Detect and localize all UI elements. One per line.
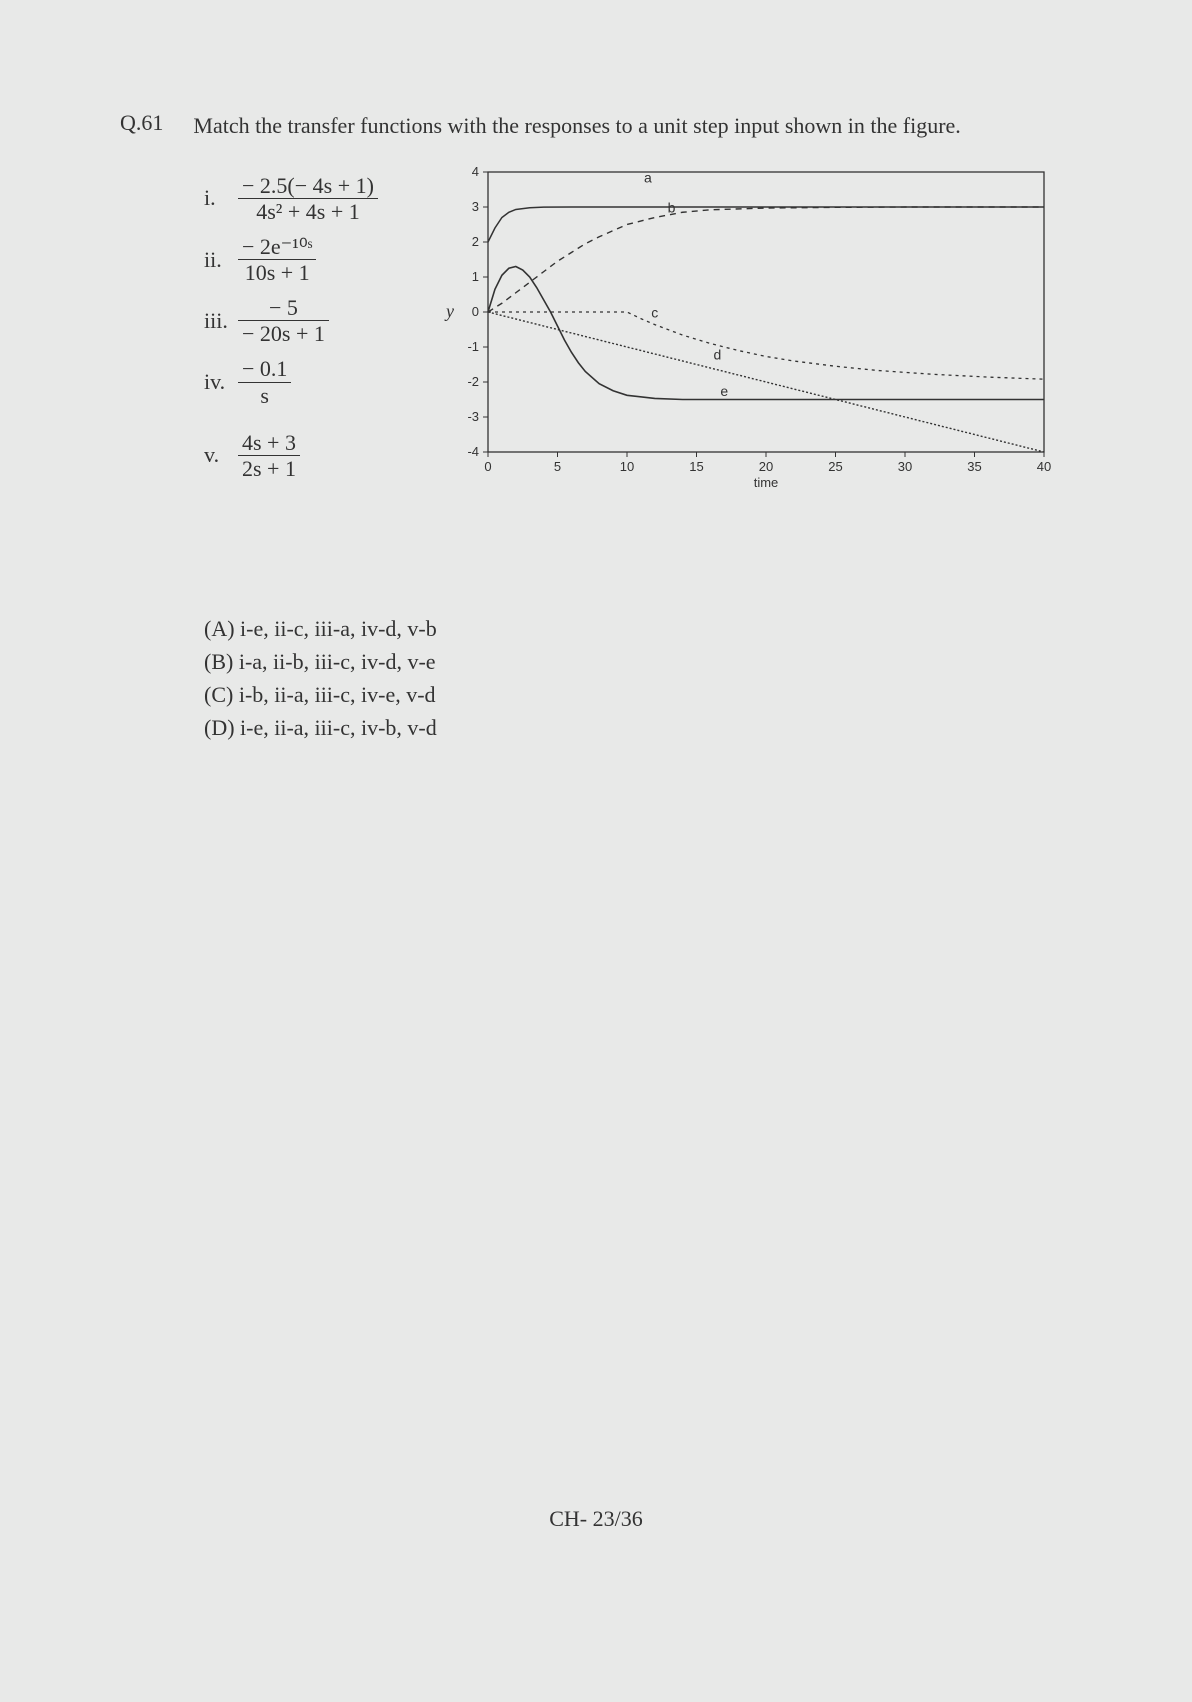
question-row: Q.61 Match the transfer functions with t… xyxy=(120,110,1072,142)
svg-text:-1: -1 xyxy=(467,339,479,354)
formula-v: v. 4s + 3 2s + 1 xyxy=(204,431,414,480)
page-footer: CH- 23/36 xyxy=(0,1506,1192,1532)
formula-i-den: 4s² + 4s + 1 xyxy=(238,199,378,223)
svg-text:y: y xyxy=(444,301,454,321)
svg-text:3: 3 xyxy=(472,199,479,214)
svg-text:-4: -4 xyxy=(467,444,479,459)
formula-iv: iv. − 0.1 s xyxy=(204,357,414,406)
svg-text:0: 0 xyxy=(484,459,491,474)
svg-text:-3: -3 xyxy=(467,409,479,424)
formula-iii-num: − 5 xyxy=(238,296,329,321)
svg-text:b: b xyxy=(668,199,676,215)
chart-container: -4-3-2-1012340510152025303540ytimeabcde xyxy=(434,162,1054,492)
formula-ii: ii. − 2e⁻¹⁰ˢ 10s + 1 xyxy=(204,235,414,284)
formula-v-den: 2s + 1 xyxy=(238,456,300,480)
formula-iv-den: s xyxy=(238,383,291,407)
formula-i-num: − 2.5(− 4s + 1) xyxy=(238,174,378,199)
svg-text:30: 30 xyxy=(898,459,912,474)
question-number: Q.61 xyxy=(120,110,163,136)
formula-ii-num: − 2e⁻¹⁰ˢ xyxy=(238,235,316,260)
svg-text:2: 2 xyxy=(472,234,479,249)
formula-iv-num: − 0.1 xyxy=(238,357,291,382)
formula-v-num: 4s + 3 xyxy=(238,431,300,456)
option-b: (B) i-a, ii-b, iii-c, iv-d, v-e xyxy=(204,645,1072,678)
svg-text:a: a xyxy=(644,169,652,185)
svg-text:e: e xyxy=(720,383,728,399)
formula-iii: iii. − 5 − 20s + 1 xyxy=(204,296,414,345)
svg-text:0: 0 xyxy=(472,304,479,319)
option-a: (A) i-e, ii-c, iii-a, iv-d, v-b xyxy=(204,612,1072,645)
roman-v: v. xyxy=(204,442,232,468)
svg-text:c: c xyxy=(651,304,658,320)
svg-text:4: 4 xyxy=(472,164,479,179)
svg-text:35: 35 xyxy=(967,459,981,474)
roman-ii: ii. xyxy=(204,247,232,273)
svg-text:time: time xyxy=(754,475,779,490)
svg-text:1: 1 xyxy=(472,269,479,284)
svg-text:d: d xyxy=(713,346,721,362)
svg-text:5: 5 xyxy=(554,459,561,474)
svg-text:40: 40 xyxy=(1037,459,1051,474)
formula-i: i. − 2.5(− 4s + 1) 4s² + 4s + 1 xyxy=(204,174,414,223)
svg-text:15: 15 xyxy=(689,459,703,474)
step-response-chart: -4-3-2-1012340510152025303540ytimeabcde xyxy=(434,162,1054,492)
roman-i: i. xyxy=(204,185,232,211)
formula-ii-den: 10s + 1 xyxy=(238,260,316,284)
option-d: (D) i-e, ii-a, iii-c, iv-b, v-d xyxy=(204,711,1072,744)
svg-text:-2: -2 xyxy=(467,374,479,389)
roman-iii: iii. xyxy=(204,308,232,334)
content-row: i. − 2.5(− 4s + 1) 4s² + 4s + 1 ii. − 2e… xyxy=(204,162,1072,492)
formula-iii-den: − 20s + 1 xyxy=(238,321,329,345)
question-text: Match the transfer functions with the re… xyxy=(193,110,960,142)
answer-options: (A) i-e, ii-c, iii-a, iv-d, v-b (B) i-a,… xyxy=(204,612,1072,744)
svg-text:25: 25 xyxy=(828,459,842,474)
option-c: (C) i-b, ii-a, iii-c, iv-e, v-d xyxy=(204,678,1072,711)
roman-iv: iv. xyxy=(204,369,232,395)
svg-text:10: 10 xyxy=(620,459,634,474)
svg-text:20: 20 xyxy=(759,459,773,474)
formula-list: i. − 2.5(− 4s + 1) 4s² + 4s + 1 ii. − 2e… xyxy=(204,162,414,492)
